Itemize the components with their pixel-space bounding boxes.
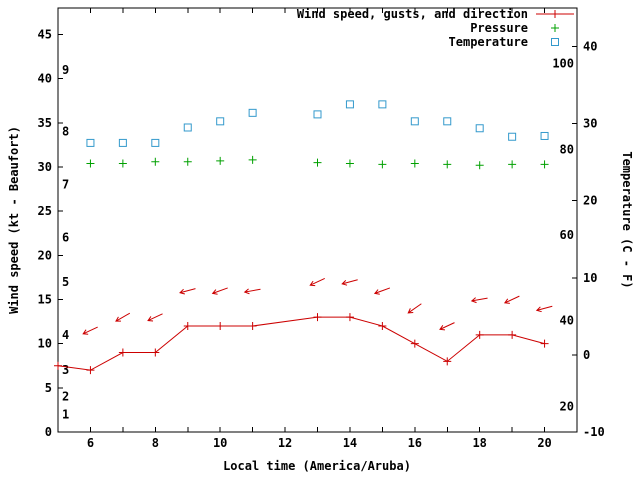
svg-text:16: 16	[408, 436, 422, 450]
svg-text:6: 6	[87, 436, 94, 450]
svg-text:9: 9	[62, 63, 69, 77]
y-right-tick-labels: -10 0 10 20 30 40	[583, 40, 605, 439]
svg-text:30: 30	[38, 160, 52, 174]
svg-text:40: 40	[560, 314, 574, 328]
y-left-tick-labels: 0 5 10 15 20 25 30 35 40 45	[38, 28, 52, 440]
svg-text:100: 100	[552, 57, 574, 71]
svg-text:5: 5	[45, 381, 52, 395]
wind-speed-series	[54, 313, 549, 375]
svg-text:4: 4	[62, 328, 69, 342]
svg-text:15: 15	[38, 293, 52, 307]
svg-text:80: 80	[560, 142, 574, 156]
svg-text:2: 2	[62, 390, 69, 404]
svg-text:30: 30	[583, 117, 597, 131]
y-axis-label-right: Temperature (C - F)	[620, 151, 634, 289]
y-axis-label-left: Wind speed (kt - Beaufort)	[7, 126, 21, 314]
svg-text:20: 20	[537, 436, 551, 450]
svg-text:0: 0	[583, 348, 590, 362]
svg-text:12: 12	[278, 436, 292, 450]
svg-text:0: 0	[45, 425, 52, 439]
gust-arrows-series	[82, 277, 553, 335]
legend: Wind speed, gusts, and direction Pressur…	[297, 7, 528, 49]
plot-border	[57, 7, 578, 433]
svg-text:8: 8	[152, 436, 159, 450]
x-axis-label: Local time (America/Aruba)	[223, 459, 411, 473]
y-right-ticks	[572, 46, 577, 433]
svg-text:60: 60	[560, 228, 574, 242]
svg-text:-10: -10	[583, 425, 605, 439]
svg-text:35: 35	[38, 116, 52, 130]
svg-text:3: 3	[62, 363, 69, 377]
svg-text:14: 14	[343, 436, 357, 450]
legend-item-temperature: Temperature	[297, 35, 528, 49]
svg-text:40: 40	[38, 72, 52, 86]
svg-text:10: 10	[38, 337, 52, 351]
svg-text:7: 7	[62, 178, 69, 192]
legend-item-wind: Wind speed, gusts, and direction	[297, 7, 528, 21]
svg-text:20: 20	[38, 248, 52, 262]
svg-text:5: 5	[62, 275, 69, 289]
y-left-ticks	[58, 34, 63, 433]
svg-text:25: 25	[38, 204, 52, 218]
legend-item-pressure: Pressure	[297, 21, 528, 35]
svg-text:10: 10	[583, 271, 597, 285]
temperature-series	[86, 100, 549, 147]
x-ticks	[57, 8, 578, 432]
fahrenheit-labels: 20 40 60 80 100	[552, 57, 574, 414]
legend-label-wind: Wind speed, gusts, and direction	[296, 7, 528, 21]
legend-label-temperature: Temperature	[448, 35, 528, 49]
beaufort-labels: 1 2 3 4 5 6 7 8 9	[62, 63, 69, 422]
svg-text:10: 10	[213, 436, 227, 450]
svg-text:40: 40	[583, 40, 597, 54]
svg-text:8: 8	[62, 125, 69, 139]
svg-text:20: 20	[560, 399, 574, 413]
svg-text:18: 18	[472, 436, 486, 450]
legend-label-pressure: Pressure	[470, 21, 528, 35]
svg-text:45: 45	[38, 28, 52, 42]
svg-text:1: 1	[62, 407, 69, 421]
legend-marker-samples	[536, 10, 574, 46]
x-tick-labels: 6 8 10 12 14 16 18 20	[87, 436, 552, 450]
svg-text:20: 20	[583, 194, 597, 208]
pressure-series	[86, 155, 549, 170]
svg-text:6: 6	[62, 231, 69, 245]
